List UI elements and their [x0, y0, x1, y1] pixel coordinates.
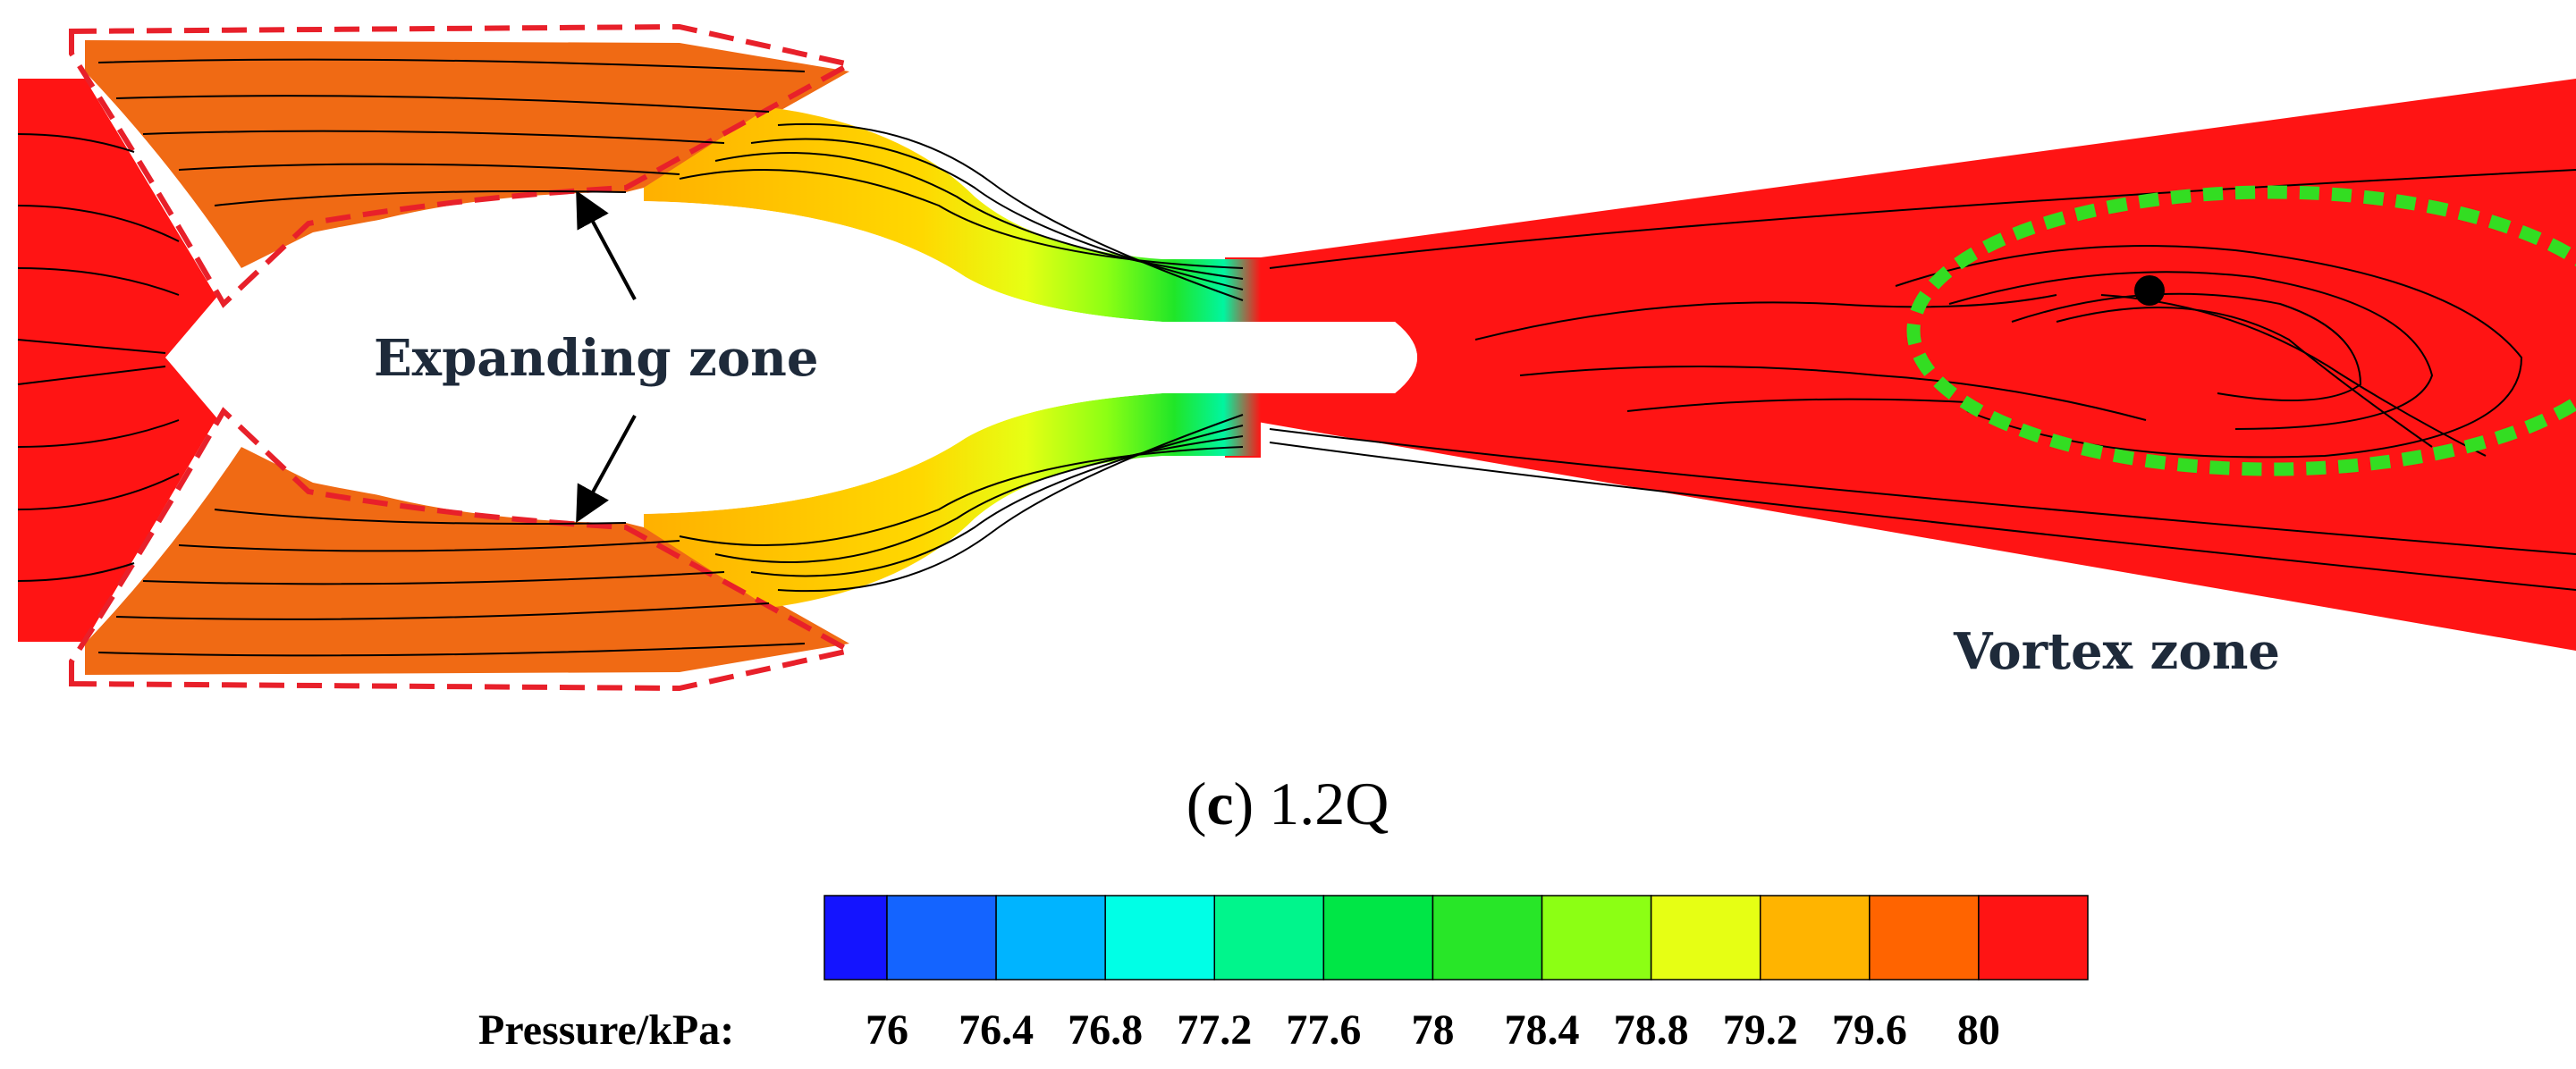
- colorbar-cell: [1104, 895, 1216, 981]
- caption-text: 1.2Q: [1269, 770, 1389, 838]
- lower-chamber: [85, 447, 849, 675]
- expanding-zone-arrow-lower: [576, 415, 637, 524]
- vortex-core-marker: [2134, 275, 2165, 306]
- colorbar-tick-label: 79.6: [1832, 1006, 1907, 1054]
- diffuser-streamlines: [1269, 169, 2576, 591]
- colorbar-tick-label: 78.8: [1614, 1006, 1689, 1054]
- colorbar-tick-label: 78: [1411, 1006, 1454, 1054]
- colorbar-cell: [1869, 895, 1980, 981]
- colorbar-cell: [1541, 895, 1652, 981]
- colorbar-label: Pressure/kPa:: [478, 1006, 734, 1054]
- central-splitter: [165, 192, 1417, 523]
- expanding-zone-arrow-upper: [576, 189, 637, 300]
- colorbar-cell: [823, 895, 888, 981]
- colorbar-tick-label: 77.6: [1286, 1006, 1361, 1054]
- colorbar-tick-label: 79.2: [1723, 1006, 1798, 1054]
- lower-channel: [644, 393, 1261, 608]
- inlet-region: [18, 79, 224, 642]
- colorbar-cell: [1978, 895, 2089, 981]
- colorbar-tick-label: 76.4: [959, 1006, 1034, 1054]
- vortex-zone-outline: [1906, 185, 2576, 476]
- vortex-zone-label: Vortex zone: [1953, 622, 2280, 681]
- colorbar-ticks: 76 76.4 76.8 77.2 77.6 78 78.4 78.8 79.2 79.6 80: [866, 1006, 2000, 1054]
- colorbar-tick-label: 78.4: [1505, 1006, 1580, 1054]
- colorbar-cell: [995, 895, 1106, 981]
- colorbar-cell: [1432, 895, 1543, 981]
- figure-caption: (c) 1.2Q: [1187, 770, 1389, 838]
- upper-channel: [644, 107, 1261, 322]
- chamber-streamlines: [17, 58, 806, 657]
- colorbar-tick-label: 76.8: [1068, 1006, 1143, 1054]
- upper-chamber: [85, 40, 849, 268]
- caption-letter: c: [1206, 770, 1233, 838]
- colorbar-cell: [886, 895, 997, 981]
- colorbar-tick-label: 80: [1957, 1006, 2000, 1054]
- colorbar-cell: [1213, 895, 1325, 981]
- colorbar: [823, 895, 2089, 981]
- channel-streamlines: [679, 122, 1244, 593]
- colorbar-cell: [1759, 895, 1871, 981]
- colorbar-tick-label: 77.2: [1177, 1006, 1252, 1054]
- colorbar-cell: [1322, 895, 1434, 981]
- outlet-diffuser-region: [1247, 79, 2576, 651]
- expanding-zone-label: Expanding zone: [374, 329, 819, 388]
- colorbar-tick-label: 76: [866, 1006, 908, 1054]
- colorbar-cell: [1650, 895, 1761, 981]
